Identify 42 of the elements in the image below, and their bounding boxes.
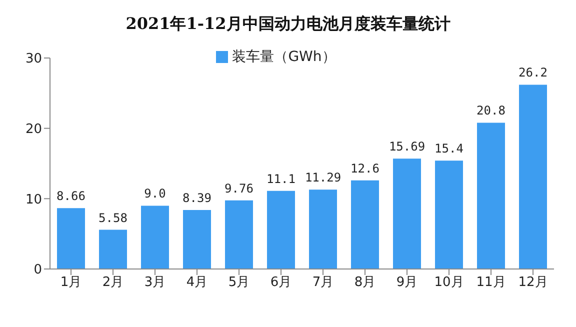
bar	[351, 180, 379, 269]
x-tick-label: 12月	[518, 275, 548, 290]
data-label: 5.58	[98, 210, 128, 225]
x-tick-label: 4月	[186, 275, 208, 290]
bar	[183, 210, 211, 269]
x-tick-label: 5月	[228, 275, 250, 290]
data-label: 15.4	[434, 142, 464, 156]
data-label: 12.6	[350, 161, 380, 176]
x-tick-label: 9月	[396, 275, 418, 290]
data-label: 11.29	[304, 170, 342, 185]
x-tick-label: 8月	[354, 275, 376, 290]
bar	[393, 158, 421, 269]
x-tick-label: 2月	[102, 275, 124, 290]
bar	[519, 84, 547, 269]
y-tick-label: 0	[34, 262, 42, 278]
chart-title: 2021年1-12月中国动力电池月度装车量统计	[124, 14, 452, 35]
bar	[309, 190, 337, 269]
legend-label: 装车量（GWh）	[232, 49, 336, 65]
data-label: 26.2	[518, 66, 548, 80]
data-label: 20.8	[476, 104, 506, 118]
data-label: 11.1	[266, 172, 296, 186]
y-tick-label: 10	[25, 192, 42, 208]
data-label: 8.39	[182, 190, 212, 205]
x-tick-label: 7月	[312, 275, 334, 290]
bar	[477, 122, 505, 269]
bar	[99, 230, 127, 269]
y-tick-label: 30	[25, 52, 42, 67]
bar	[225, 200, 253, 269]
y-tick-label: 20	[25, 122, 42, 137]
bar	[435, 160, 463, 269]
data-label: 8.66	[56, 189, 86, 204]
x-tick-label: 11月	[476, 275, 506, 290]
bar	[267, 190, 295, 269]
x-tick-label: 6月	[270, 275, 292, 290]
x-tick-label: 10月	[434, 275, 464, 290]
x-tick-label: 3月	[144, 275, 166, 290]
data-label: 9.0	[144, 186, 166, 201]
bar	[141, 206, 169, 269]
data-label: 9.76	[224, 181, 254, 196]
x-tick-label: 1月	[60, 275, 82, 290]
data-label: 15.69	[388, 140, 426, 154]
bar	[57, 208, 85, 269]
